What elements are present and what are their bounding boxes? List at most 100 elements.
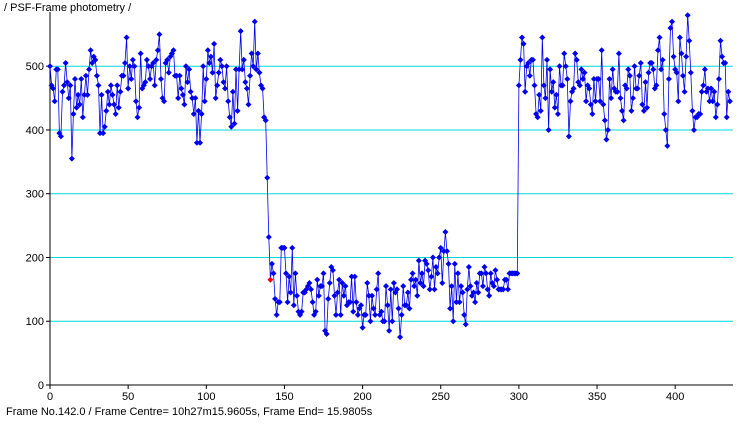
data-point <box>675 98 682 105</box>
data-point <box>350 308 357 315</box>
data-point <box>623 85 630 92</box>
data-point <box>201 98 208 105</box>
data-point <box>397 334 404 341</box>
data-point <box>598 47 605 54</box>
y-tick-label: 0 <box>38 380 44 392</box>
highlight-point <box>267 276 274 283</box>
x-tick-label: 300 <box>510 391 528 403</box>
data-point <box>453 299 460 306</box>
data-point <box>383 283 390 290</box>
data-point <box>553 91 560 98</box>
data-point <box>667 24 674 31</box>
data-point <box>551 104 558 111</box>
data-point <box>179 91 186 98</box>
data-point <box>68 155 75 162</box>
y-tick-label: 300 <box>26 189 44 201</box>
data-point <box>395 305 402 312</box>
data-point <box>636 72 643 79</box>
data-point <box>706 98 713 105</box>
x-tick-label: 50 <box>122 391 134 403</box>
data-point <box>181 101 188 108</box>
data-point <box>669 18 676 25</box>
data-point <box>62 60 69 67</box>
x-tick-label: 200 <box>353 391 371 403</box>
data-point <box>686 37 693 44</box>
data-point <box>265 234 272 241</box>
data-point <box>72 75 79 82</box>
data-point <box>653 82 660 89</box>
data-point <box>236 66 243 73</box>
data-point <box>203 75 210 82</box>
data-point <box>673 69 680 76</box>
data-point <box>378 308 385 315</box>
data-point <box>198 111 205 118</box>
y-tick-label: 100 <box>26 316 44 328</box>
data-point <box>247 72 254 79</box>
data-point <box>542 95 549 102</box>
data-point <box>525 60 532 67</box>
data-point <box>351 273 358 280</box>
data-point <box>315 292 322 299</box>
data-point <box>359 324 366 331</box>
data-point <box>483 270 490 277</box>
x-tick-label: 0 <box>47 391 53 403</box>
data-point <box>481 264 488 271</box>
data-point <box>714 101 721 108</box>
data-point <box>164 56 171 63</box>
data-point <box>117 88 124 95</box>
data-point <box>256 69 263 76</box>
data-point <box>418 270 425 277</box>
x-tick-label: 350 <box>588 391 606 403</box>
data-point <box>290 302 297 309</box>
data-point <box>253 66 260 73</box>
data-point <box>642 79 649 86</box>
data-point <box>698 88 705 95</box>
data-point <box>215 69 222 76</box>
data-point <box>331 292 338 299</box>
data-point <box>587 101 594 108</box>
data-point <box>608 95 615 102</box>
data-point <box>364 279 371 286</box>
data-point <box>54 66 61 73</box>
data-point <box>400 283 407 290</box>
data-point <box>683 53 690 60</box>
x-tick-label: 250 <box>432 391 450 403</box>
data-point <box>589 111 596 118</box>
data-point <box>561 50 568 57</box>
data-point <box>433 264 440 271</box>
data-point <box>142 79 149 86</box>
data-point <box>604 126 611 133</box>
data-point <box>590 75 597 82</box>
data-point <box>259 85 266 92</box>
data-point <box>128 75 135 82</box>
data-point <box>639 101 646 108</box>
data-point <box>189 95 196 102</box>
data-point <box>690 126 697 133</box>
data-point <box>645 69 652 76</box>
data-point <box>358 302 365 309</box>
data-point <box>342 283 349 290</box>
data-point <box>576 82 583 89</box>
data-point <box>353 299 360 306</box>
data-point <box>326 279 333 286</box>
data-point <box>228 123 235 130</box>
data-point <box>250 63 257 70</box>
data-point <box>226 114 233 121</box>
data-point <box>579 75 586 82</box>
data-point <box>120 72 127 79</box>
data-point <box>390 279 397 286</box>
data-point <box>367 318 374 325</box>
data-point <box>225 98 232 105</box>
data-point <box>522 88 529 95</box>
data-point <box>98 91 105 98</box>
data-point <box>701 66 708 73</box>
data-point <box>637 60 644 67</box>
data-point <box>148 63 155 70</box>
data-point <box>629 95 636 102</box>
data-point <box>545 126 552 133</box>
data-point <box>229 88 236 95</box>
data-point <box>398 311 405 318</box>
data-point <box>178 85 185 92</box>
data-point <box>445 260 452 267</box>
